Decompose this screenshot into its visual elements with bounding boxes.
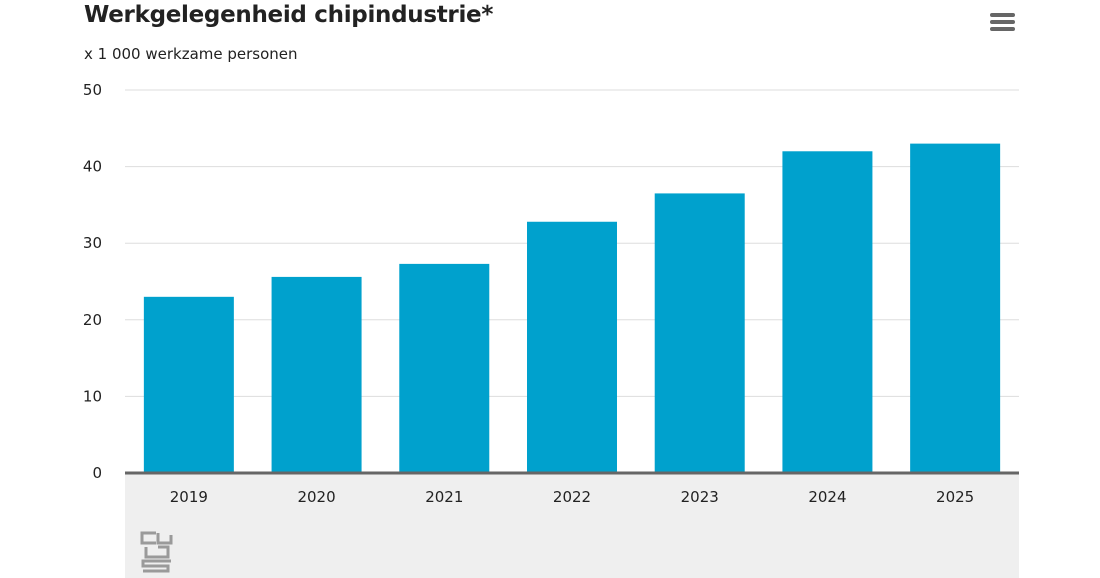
y-tick-label: 10: [83, 387, 102, 405]
x-axis-ticks: 2019 2020 2021 2022 2023 2024 2025: [170, 488, 974, 506]
bar-2022[interactable]: [527, 221, 617, 473]
y-tick-label: 50: [83, 81, 102, 99]
x-tick-label: 2022: [553, 488, 591, 506]
y-tick-label: 30: [83, 234, 102, 252]
chart-footer: [125, 474, 1019, 578]
y-axis-ticks: 0 10 20 30 40 50: [83, 81, 102, 482]
bar-2025[interactable]: [910, 143, 1001, 473]
bar-2019[interactable]: [143, 296, 234, 473]
menu-line: [990, 13, 1015, 17]
bar-2021[interactable]: [399, 263, 490, 473]
x-tick-label: 2023: [681, 488, 719, 506]
bar-2020[interactable]: [271, 276, 362, 473]
y-tick-label: 0: [92, 464, 102, 482]
x-tick-label: 2021: [425, 488, 463, 506]
bar-2023[interactable]: [654, 193, 745, 473]
bars: [143, 143, 1001, 473]
y-tick-label: 40: [83, 158, 102, 176]
menu-line: [990, 27, 1015, 31]
bar-2024[interactable]: [782, 151, 873, 473]
x-tick-label: 2020: [297, 488, 335, 506]
cbs-logo-icon: [140, 531, 173, 573]
chart-subtitle: x 1 000 werkzame personen: [84, 45, 298, 63]
x-tick-label: 2024: [808, 488, 846, 506]
chart-title: Werkgelegenheid chipindustrie*: [84, 2, 494, 28]
y-tick-label: 20: [83, 311, 102, 329]
menu-line: [990, 20, 1015, 24]
x-tick-label: 2025: [936, 488, 974, 506]
x-tick-label: 2019: [170, 488, 208, 506]
hamburger-menu-icon[interactable]: [986, 8, 1018, 38]
